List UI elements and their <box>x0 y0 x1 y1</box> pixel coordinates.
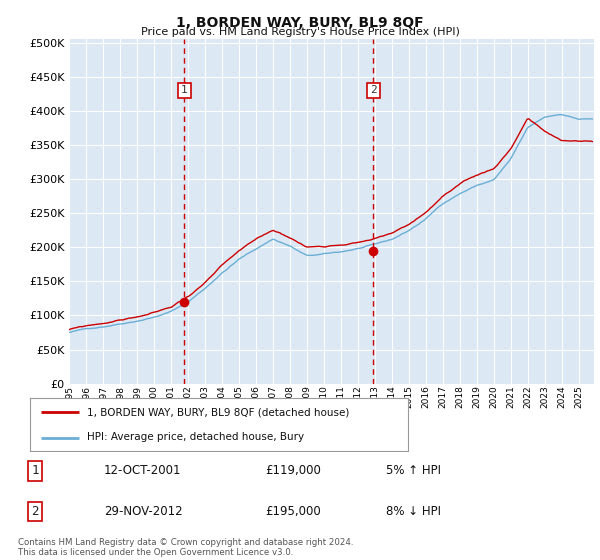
Text: 1: 1 <box>31 464 39 478</box>
Text: 1, BORDEN WAY, BURY, BL9 8QF (detached house): 1, BORDEN WAY, BURY, BL9 8QF (detached h… <box>87 408 349 418</box>
Text: Price paid vs. HM Land Registry's House Price Index (HPI): Price paid vs. HM Land Registry's House … <box>140 27 460 37</box>
Text: 2: 2 <box>31 505 39 519</box>
Text: £195,000: £195,000 <box>265 505 321 519</box>
Text: Contains HM Land Registry data © Crown copyright and database right 2024.
This d: Contains HM Land Registry data © Crown c… <box>18 538 353 557</box>
Text: £119,000: £119,000 <box>265 464 322 478</box>
Text: 2: 2 <box>370 85 377 95</box>
Text: 12-OCT-2001: 12-OCT-2001 <box>104 464 182 478</box>
Text: 1: 1 <box>181 85 188 95</box>
Text: 29-NOV-2012: 29-NOV-2012 <box>104 505 183 519</box>
Text: 1, BORDEN WAY, BURY, BL9 8QF: 1, BORDEN WAY, BURY, BL9 8QF <box>176 16 424 30</box>
Text: 8% ↓ HPI: 8% ↓ HPI <box>386 505 442 519</box>
Text: 5% ↑ HPI: 5% ↑ HPI <box>386 464 442 478</box>
Text: HPI: Average price, detached house, Bury: HPI: Average price, detached house, Bury <box>87 432 304 442</box>
